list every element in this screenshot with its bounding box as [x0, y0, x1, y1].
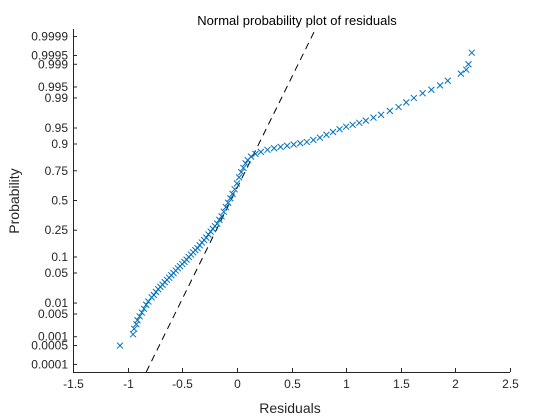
data-point: [224, 199, 232, 207]
data-point: [283, 142, 291, 150]
y-tick-label: 0.1: [51, 250, 68, 264]
data-point: [235, 174, 243, 181]
data-point: [468, 49, 476, 57]
data-point: [138, 309, 146, 316]
data-point: [395, 103, 402, 111]
x-tick-label: 1.5: [393, 377, 410, 391]
x-tick-label: 2: [452, 377, 459, 391]
y-tick-label: 0.0001: [31, 357, 68, 371]
y-tick-label: 0.001: [38, 330, 68, 344]
data-point: [410, 94, 418, 102]
data-point: [444, 77, 452, 85]
data-point: [136, 312, 143, 320]
data-point: [303, 138, 311, 146]
y-tick-label: 0.9995: [31, 48, 68, 62]
data-point: [216, 216, 223, 224]
data-point: [226, 194, 234, 202]
data-point: [240, 164, 247, 172]
data-point: [377, 111, 385, 119]
y-tick-label: 0.5: [51, 194, 68, 208]
data-point: [370, 114, 377, 121]
data-point: [436, 82, 444, 89]
x-tick-label: 0: [234, 377, 241, 391]
data-point: [247, 153, 255, 161]
y-tick-label: 0.01: [45, 296, 69, 310]
data-point: [465, 60, 472, 68]
data-point: [218, 212, 225, 220]
data-point: [150, 291, 158, 299]
data-point: [309, 136, 317, 144]
x-tick-label: -1.5: [63, 377, 84, 391]
data-point: [205, 231, 212, 238]
data-point: [140, 305, 148, 313]
reference-line: [145, 29, 316, 372]
data-point: [142, 301, 150, 309]
y-tick-label: 0.9999: [31, 30, 68, 44]
data-point: [462, 66, 470, 74]
y-tick-label: 0.95: [45, 121, 69, 135]
x-axis-label: Residuals: [259, 400, 320, 416]
data-point: [133, 320, 140, 328]
data-point: [116, 342, 124, 349]
data-point: [290, 141, 298, 148]
x-tick-label: 2.5: [502, 377, 519, 391]
data-point: [237, 168, 245, 176]
data-point: [202, 234, 210, 241]
x-tick-label: 1: [343, 377, 350, 391]
data-point: [220, 208, 228, 216]
data-point: [386, 107, 394, 115]
data-point: [222, 203, 230, 211]
data-point: [229, 190, 236, 198]
y-tick-label: 0.999: [38, 57, 68, 71]
y-tick-label: 0.75: [45, 164, 69, 178]
data-point: [264, 146, 271, 154]
data-point: [145, 298, 152, 305]
y-tick-label: 0.005: [38, 307, 68, 321]
data-point: [329, 128, 337, 136]
data-point: [323, 131, 330, 139]
data-point: [129, 330, 137, 338]
data-point: [349, 121, 357, 129]
data-point: [296, 139, 304, 147]
data-point: [342, 123, 350, 131]
y-tick-label: 0.05: [45, 266, 69, 280]
data-point: [427, 86, 435, 94]
data-point: [252, 150, 259, 158]
data-point: [277, 143, 284, 151]
y-tick-label: 0.99: [45, 91, 69, 105]
data-point: [362, 117, 370, 124]
chart-title: Normal probability plot of residuals: [197, 13, 397, 28]
y-tick-label: 0.25: [45, 223, 69, 237]
data-point: [402, 99, 410, 106]
y-tick-label: 0.0005: [31, 339, 68, 353]
x-tick-label: 0.5: [284, 377, 301, 391]
data-point: [316, 134, 324, 142]
data-point: [231, 185, 239, 193]
y-axis-label: Probability: [6, 168, 22, 233]
data-point: [213, 220, 221, 227]
data-point: [233, 180, 241, 187]
data-point: [355, 119, 363, 127]
data-point: [242, 160, 249, 167]
data-point: [457, 70, 465, 77]
x-tick-label: -1: [123, 377, 134, 391]
data-point: [257, 148, 265, 156]
y-tick-label: 0.9: [51, 137, 68, 151]
data-point: [134, 316, 141, 324]
data-point: [336, 125, 343, 133]
data-point: [130, 325, 138, 333]
data-point: [270, 144, 278, 152]
y-tick-label: 0.995: [38, 80, 68, 94]
plot-marks: [116, 29, 476, 372]
data-point: [419, 89, 426, 97]
x-tick-label: -0.5: [172, 377, 193, 391]
